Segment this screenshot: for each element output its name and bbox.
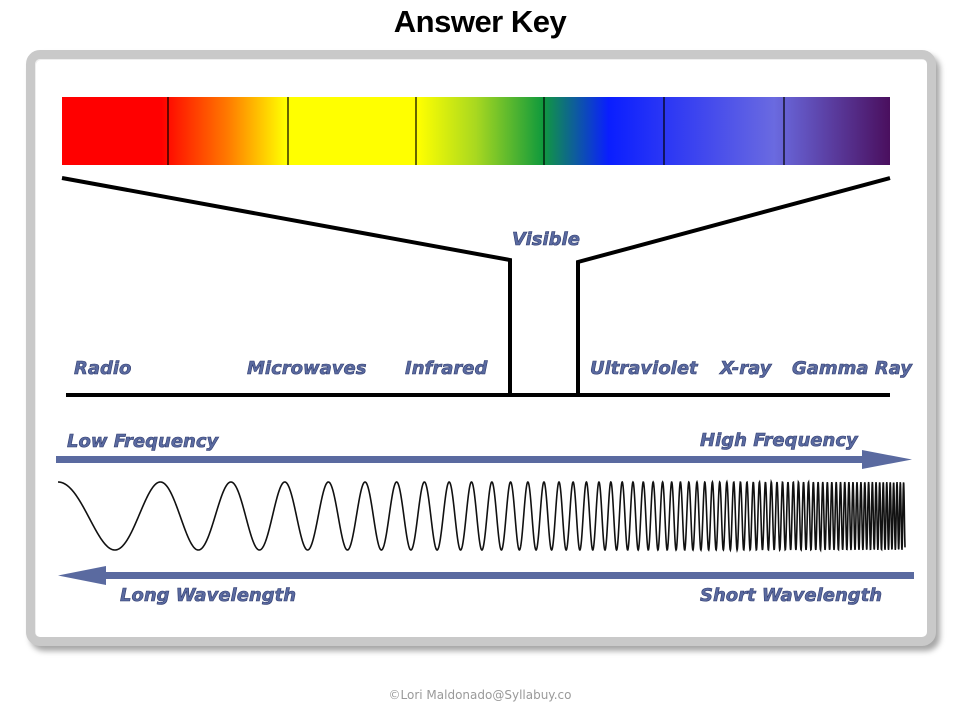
low-frequency-label: Low Frequency xyxy=(67,431,220,452)
band-label-radio: Radio xyxy=(74,358,131,379)
band-label-infrared: Infrared xyxy=(405,358,488,379)
wavelength-arrow xyxy=(58,566,914,585)
high-frequency-label: High Frequency xyxy=(700,430,859,451)
visible-funnel xyxy=(61,176,891,395)
band-label-ultraviolet: Ultraviolet xyxy=(590,358,699,379)
short-wavelength-label: Short Wavelength xyxy=(700,585,882,606)
visible-spectrum-bar xyxy=(62,97,890,165)
long-wavelength-label: Long Wavelength xyxy=(120,585,296,606)
band-label-gamma-ray: Gamma Ray xyxy=(792,358,913,379)
visible-label: Visible xyxy=(512,229,580,250)
band-label-microwaves: Microwaves xyxy=(247,358,367,379)
frequency-arrow xyxy=(56,450,912,469)
page-title: Answer Key xyxy=(393,4,567,39)
band-label-x-ray: X-ray xyxy=(719,358,773,379)
electromagnetic-wave xyxy=(58,478,906,554)
copyright-credit: ©Lori Maldonado@Syllabuy.co xyxy=(388,688,572,702)
spectrum-dividers xyxy=(167,97,785,165)
